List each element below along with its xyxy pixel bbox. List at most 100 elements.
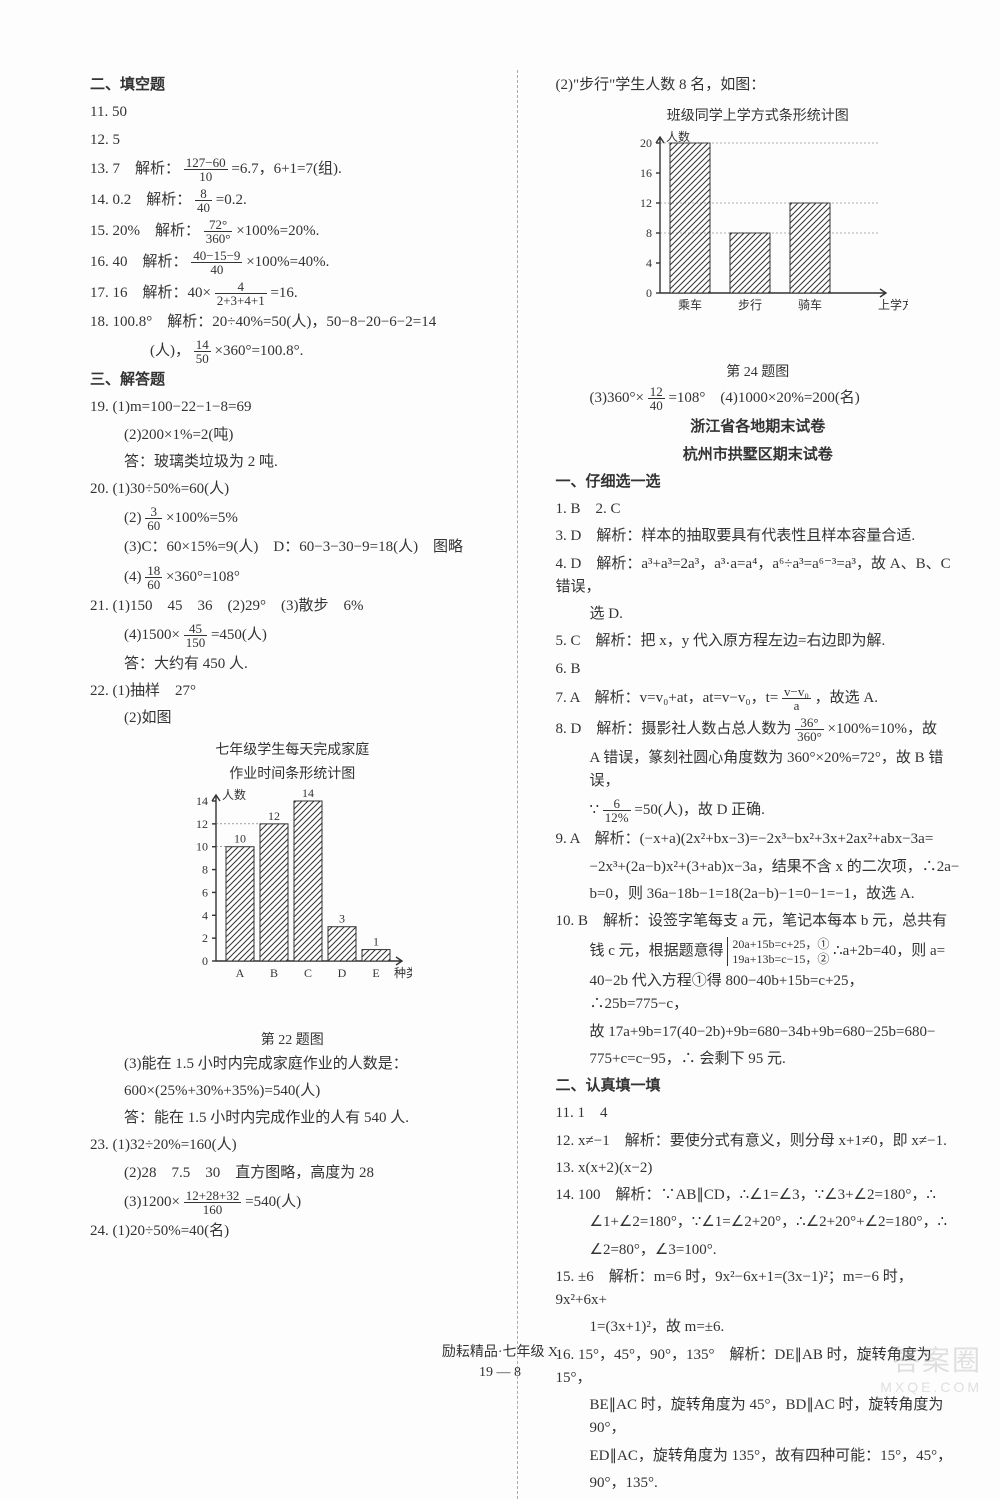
s8c-post: =50(人)，故 D 正确.	[634, 802, 765, 818]
q20-2: (2) 360 ×100%=5%	[90, 505, 495, 532]
q17-pre: 17. 16 解析：40×	[90, 285, 215, 301]
s8a-pre: 8. D 解析：摄影社人数占总人数为	[556, 721, 796, 737]
q12: 12. 5	[90, 129, 495, 152]
s8a-frac: 36°360°	[795, 716, 824, 743]
q19-2: (2)200×1%=2(吨)	[90, 424, 495, 447]
s6: 6. B	[556, 658, 961, 681]
q23-3-post: =540(人)	[245, 1194, 301, 1210]
q11: 11. 50	[90, 101, 495, 124]
svg-text:B: B	[270, 966, 278, 980]
f14a: 14. 100 解析：∵AB∥CD，∴∠1=∠3，∵∠3+∠2=180°，∴	[556, 1184, 961, 1207]
q22-3c: 答：能在 1.5 小时内完成作业的人有 540 人.	[90, 1107, 495, 1130]
svg-text:步行: 步行	[738, 298, 762, 312]
r1: (2)"步行"学生人数 8 名，如图：	[556, 74, 961, 97]
s7-post: ，故选 A.	[815, 690, 878, 706]
q21-2-frac: 45150	[184, 622, 208, 649]
s7: 7. A 解析：v=v₀+at，at=v−v₀，t= v−v₀a ，故选 A.	[556, 685, 961, 712]
q20-2-pre: (2)	[124, 510, 145, 526]
s7-pre: 7. A 解析：v=v₀+at，at=v−v₀，t=	[556, 690, 783, 706]
f13: 13. x(x+2)(x−2)	[556, 1157, 961, 1180]
chart-q24: 班级同学上学方式条形统计图048121620人数乘车步行骑车上学方式第 24 题…	[556, 105, 961, 381]
q18b-pre: (人)，	[150, 343, 190, 359]
q17: 17. 16 解析：40× 42+3+4+1 =16.	[90, 280, 495, 307]
q22-3b: 600×(25%+30%+35%)=540(人)	[90, 1080, 495, 1103]
q20-2-frac: 360	[145, 505, 162, 532]
s10b-brace: 20a+15b=c+25，① 19a+13b=c−15，②	[727, 937, 829, 966]
s10c: 40−2b 代入方程①得 800−40b+15b=c+25，∴25b=775−c…	[556, 970, 961, 1017]
q17-frac: 42+3+4+1	[215, 280, 267, 307]
s8c-frac: 612%	[603, 797, 631, 824]
page-footer: 励耘精品·七年级 X 19 — 8	[0, 1341, 1000, 1381]
s9c: b=0，则 36a−18b−1=18(2a−b)−1=0−1=−1，故选 A.	[556, 883, 961, 906]
title-paper: 杭州市拱墅区期末试卷	[556, 444, 961, 467]
q20-4-frac: 1860	[145, 564, 162, 591]
q14: 14. 0.2 解析： 840 =0.2.	[90, 187, 495, 214]
q23-3: (3)1200× 12+28+32160 =540(人)	[90, 1189, 495, 1216]
svg-text:10: 10	[234, 831, 246, 845]
q13-frac: 127−6010	[184, 156, 228, 183]
right-column: (2)"步行"学生人数 8 名，如图： 班级同学上学方式条形统计图0481216…	[548, 70, 961, 1499]
q15: 15. 20% 解析： 72°360° ×100%=20%.	[90, 218, 495, 245]
r24-34-frac: 1240	[648, 385, 665, 412]
q24: 24. (1)20÷50%=40(名)	[90, 1220, 495, 1243]
q16-pre: 16. 40 解析：	[90, 254, 188, 270]
f16c: ED∥AC，旋转角度为 135°，故有四种可能：15°，45°，	[556, 1445, 961, 1468]
q20-4-pre: (4)	[124, 568, 145, 584]
q21-3: 答：大约有 450 人.	[90, 653, 495, 676]
q22-3a: (3)能在 1.5 小时内完成家庭作业的人数是：	[90, 1053, 495, 1076]
svg-text:0: 0	[646, 286, 652, 300]
footer-brand: 励耘精品·七年级 X	[0, 1341, 1000, 1361]
s5: 5. C 解析：把 x，y 代入原方程左边=右边即为解.	[556, 630, 961, 653]
svg-text:D: D	[338, 966, 347, 980]
q13: 13. 7 解析： 127−6010 =6.7，6+1=7(组).	[90, 156, 495, 183]
q13-post: =6.7，6+1=7(组).	[231, 161, 341, 177]
f16d: 90°，135°.	[556, 1472, 961, 1495]
f12: 12. x≠−1 解析：要使分式有意义，则分母 x+1≠0，即 x≠−1.	[556, 1130, 961, 1153]
q15-pre: 15. 20% 解析：	[90, 223, 200, 239]
s10a: 10. B 解析：设签字笔每支 a 元，笔记本每本 b 元，总共有	[556, 910, 961, 933]
sec1-heading: 一、仔细选一选	[556, 471, 961, 494]
s10b-eq2: 19a+13b=c−15，②	[732, 952, 829, 966]
q23-1: 23. (1)32÷20%=160(人)	[90, 1134, 495, 1157]
q21-2-post: =450(人)	[211, 627, 267, 643]
q23-2: (2)28 7.5 30 直方图略，高度为 28	[90, 1162, 495, 1185]
q20-3: (3)C：60×15%=9(人) D：60−3−30−9=18(人) 图略	[90, 536, 495, 559]
q22-1: 22. (1)抽样 27°	[90, 680, 495, 703]
svg-text:12: 12	[640, 196, 652, 210]
svg-text:20: 20	[640, 136, 652, 150]
section-heading-answers: 三、解答题	[90, 369, 495, 392]
svg-text:12: 12	[268, 808, 280, 822]
left-column: 二、填空题 11. 50 12. 5 13. 7 解析： 127−6010 =6…	[90, 70, 518, 1499]
s10b-post: ∴a+2b=40，则 a=	[833, 943, 945, 959]
two-column-layout: 二、填空题 11. 50 12. 5 13. 7 解析： 127−6010 =6…	[90, 70, 960, 1499]
s10b-pre: 钱 c 元，根据题意得	[590, 943, 724, 959]
f14b: ∠1+∠2=180°，∵∠1=∠2+20°，∴∠2+20°+∠2=180°，∴	[556, 1211, 961, 1234]
s8a-post: ×100%=10%，故	[828, 721, 937, 737]
q21-2-pre: (4)1500×	[124, 627, 184, 643]
q22-2: (2)如图	[90, 707, 495, 730]
svg-text:2: 2	[202, 931, 208, 945]
q17-post: =16.	[270, 285, 297, 301]
q18b: (人)， 1450 ×360°=100.8°.	[90, 338, 495, 365]
svg-text:人数: 人数	[666, 129, 690, 144]
svg-text:4: 4	[202, 908, 208, 922]
f11: 11. 1 4	[556, 1102, 961, 1125]
q19-3: 答：玻璃类垃圾为 2 吨.	[90, 451, 495, 474]
s8c-pre: ∵	[590, 802, 603, 818]
title-region: 浙江省各地期末试卷	[556, 416, 961, 439]
svg-text:人数: 人数	[222, 787, 246, 802]
q20-4-post: ×360°=108°	[166, 568, 240, 584]
svg-text:16: 16	[640, 166, 652, 180]
svg-text:C: C	[304, 966, 312, 980]
svg-text:3: 3	[339, 911, 345, 925]
q16: 16. 40 解析： 40−15−940 ×100%=40%.	[90, 249, 495, 276]
watermark-big: 答案圈	[880, 1339, 982, 1379]
svg-text:10: 10	[196, 839, 208, 853]
s7-frac: v−v₀a	[782, 685, 811, 712]
q20-1: 20. (1)30÷50%=60(人)	[90, 478, 495, 501]
footer-page: 19 — 8	[0, 1365, 1000, 1381]
s4b: 选 D.	[556, 603, 961, 626]
s10b-eq1: 20a+15b=c+25，①	[732, 937, 829, 951]
svg-text:12: 12	[196, 816, 208, 830]
q16-post: ×100%=40%.	[246, 254, 329, 270]
